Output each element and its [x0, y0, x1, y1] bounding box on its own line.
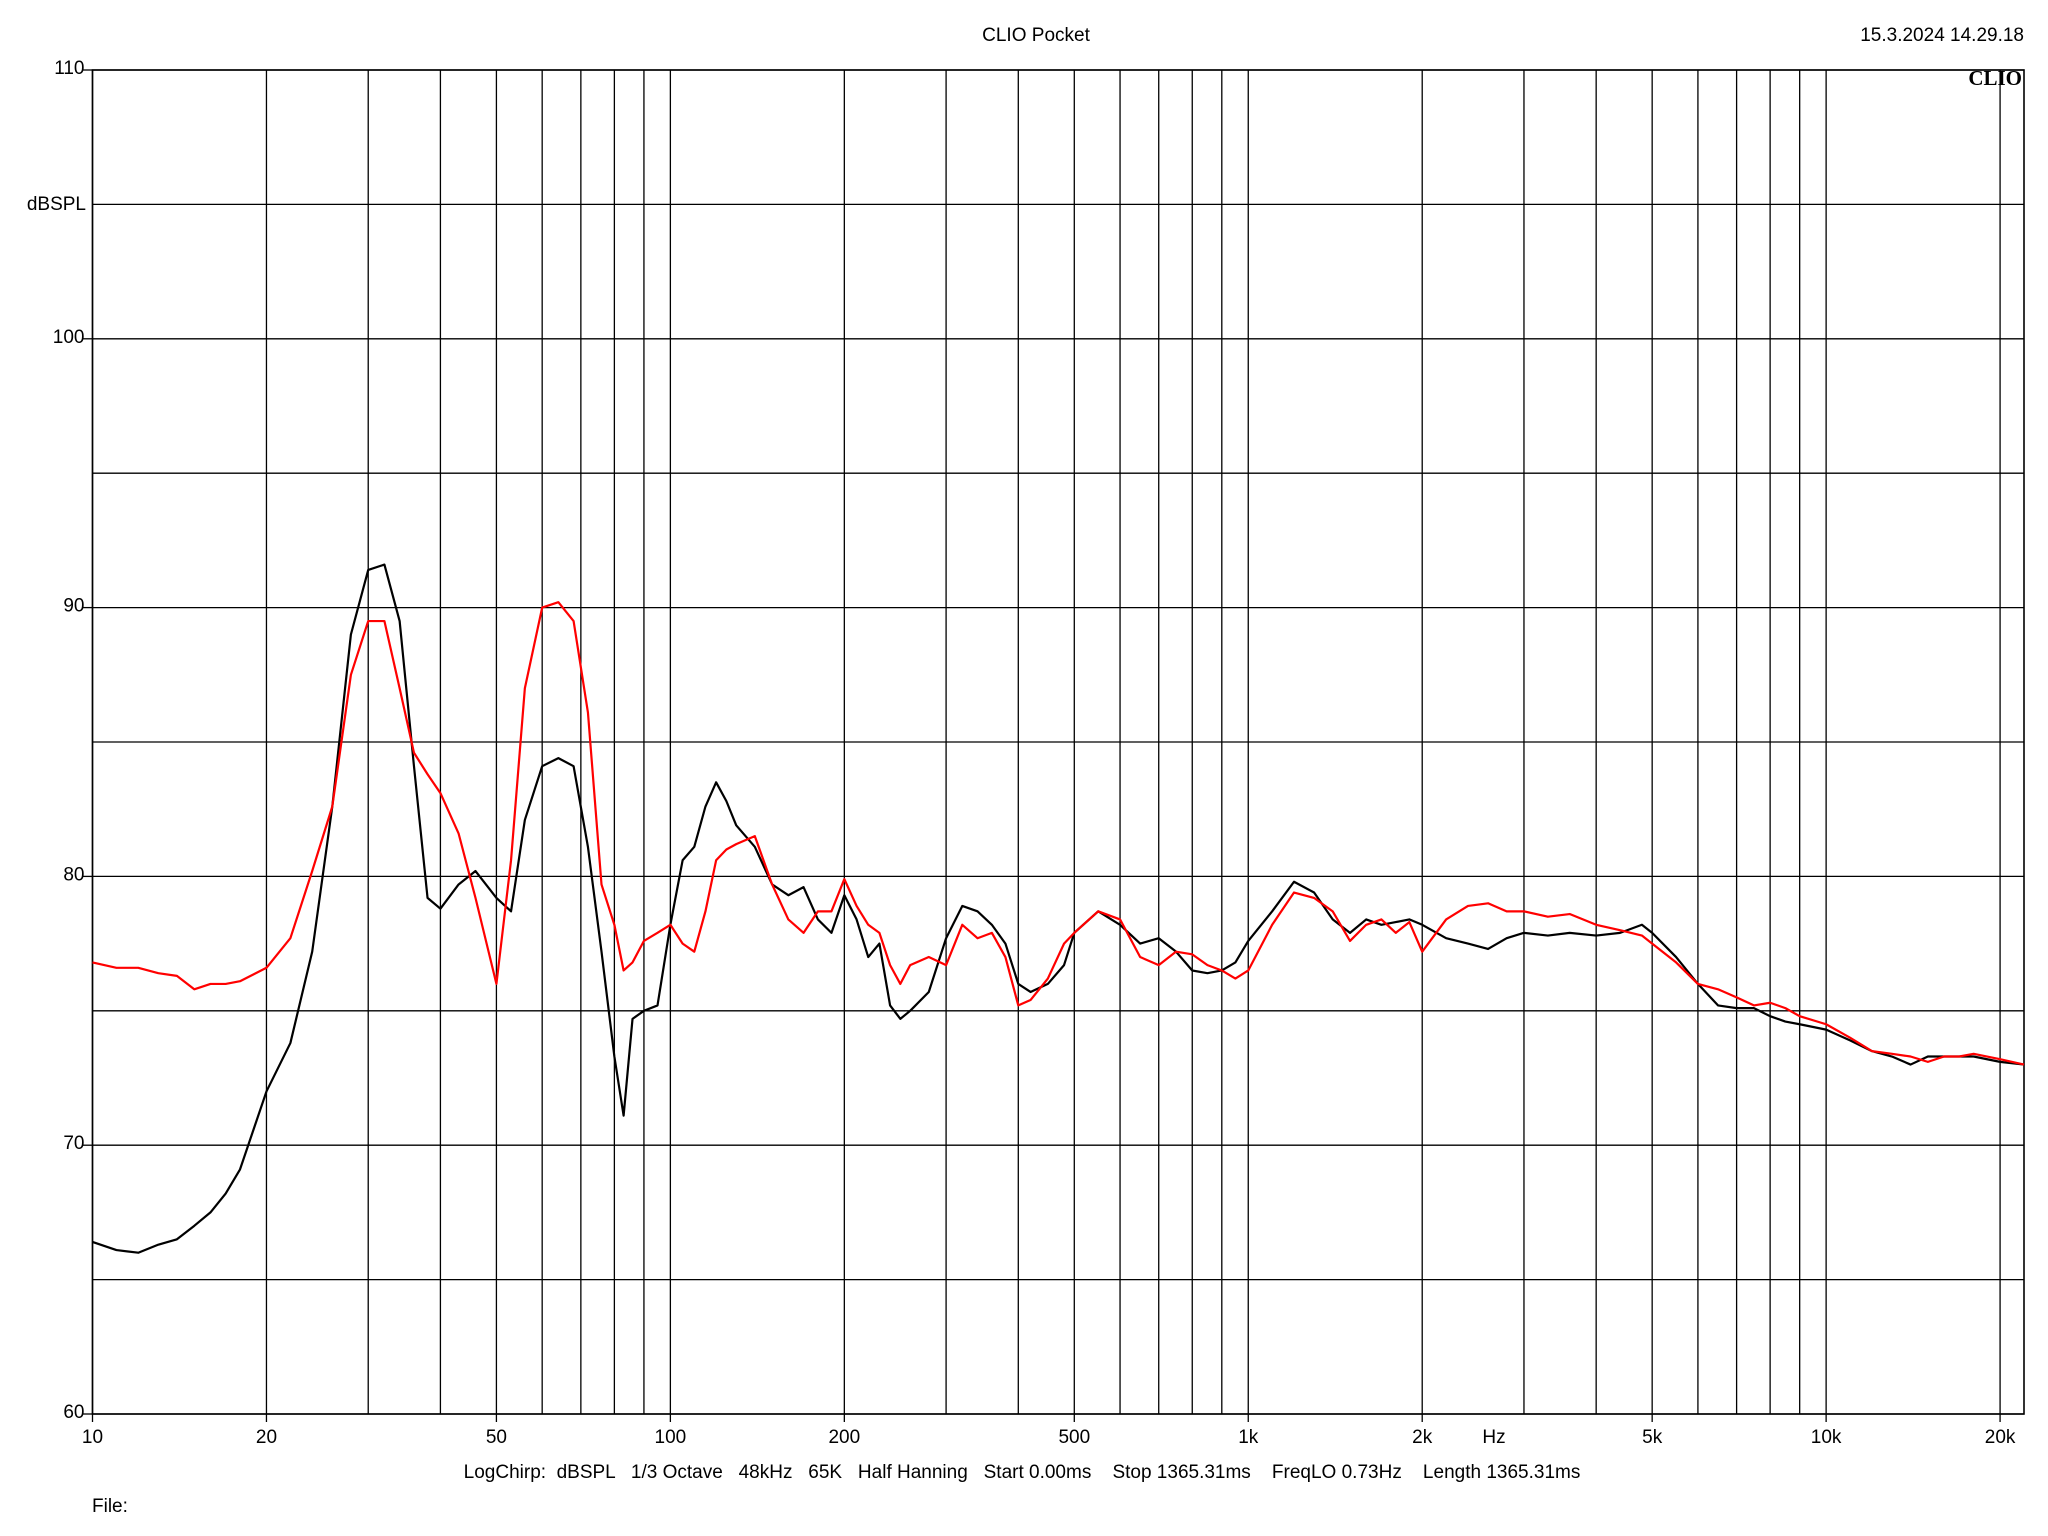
x-tick-label: 20k — [1985, 1427, 2016, 1448]
y-axis-label: dBSPL — [27, 194, 86, 215]
x-tick-label: 1k — [1238, 1427, 1259, 1448]
x-axis-label: Hz — [1482, 1427, 1505, 1448]
y-tick-label: 60 — [63, 1402, 84, 1423]
x-tick-label: 5k — [1642, 1427, 1663, 1448]
series-line — [92, 563, 2025, 1254]
x-tick-label: 100 — [655, 1427, 687, 1448]
timestamp: 15.3.2024 14.29.18 — [1860, 25, 2024, 46]
x-tick-label: 10 — [82, 1427, 103, 1448]
plot-frame — [91, 69, 2025, 1415]
x-tick-label: 500 — [1058, 1427, 1090, 1448]
y-tick-label: 110 — [54, 58, 84, 79]
x-tick-label: 50 — [486, 1427, 507, 1448]
x-tick-label: 20 — [256, 1427, 277, 1448]
x-tick-label: 2k — [1412, 1427, 1433, 1448]
y-tick-label: 100 — [53, 327, 85, 348]
footer: LogChirp: dBSPL 1/3 Octave 48kHz 65K Hal… — [464, 1462, 1581, 1483]
series-line — [92, 601, 2025, 1066]
y-tick-label: 70 — [63, 1133, 84, 1154]
x-tick-label: 10k — [1811, 1427, 1842, 1448]
chart-title: CLIO Pocket — [982, 25, 1090, 46]
y-tick-label: 80 — [63, 864, 84, 885]
x-tick-label: 200 — [828, 1427, 860, 1448]
file-label: File: — [92, 1496, 128, 1517]
y-tick-label: 90 — [63, 596, 84, 617]
